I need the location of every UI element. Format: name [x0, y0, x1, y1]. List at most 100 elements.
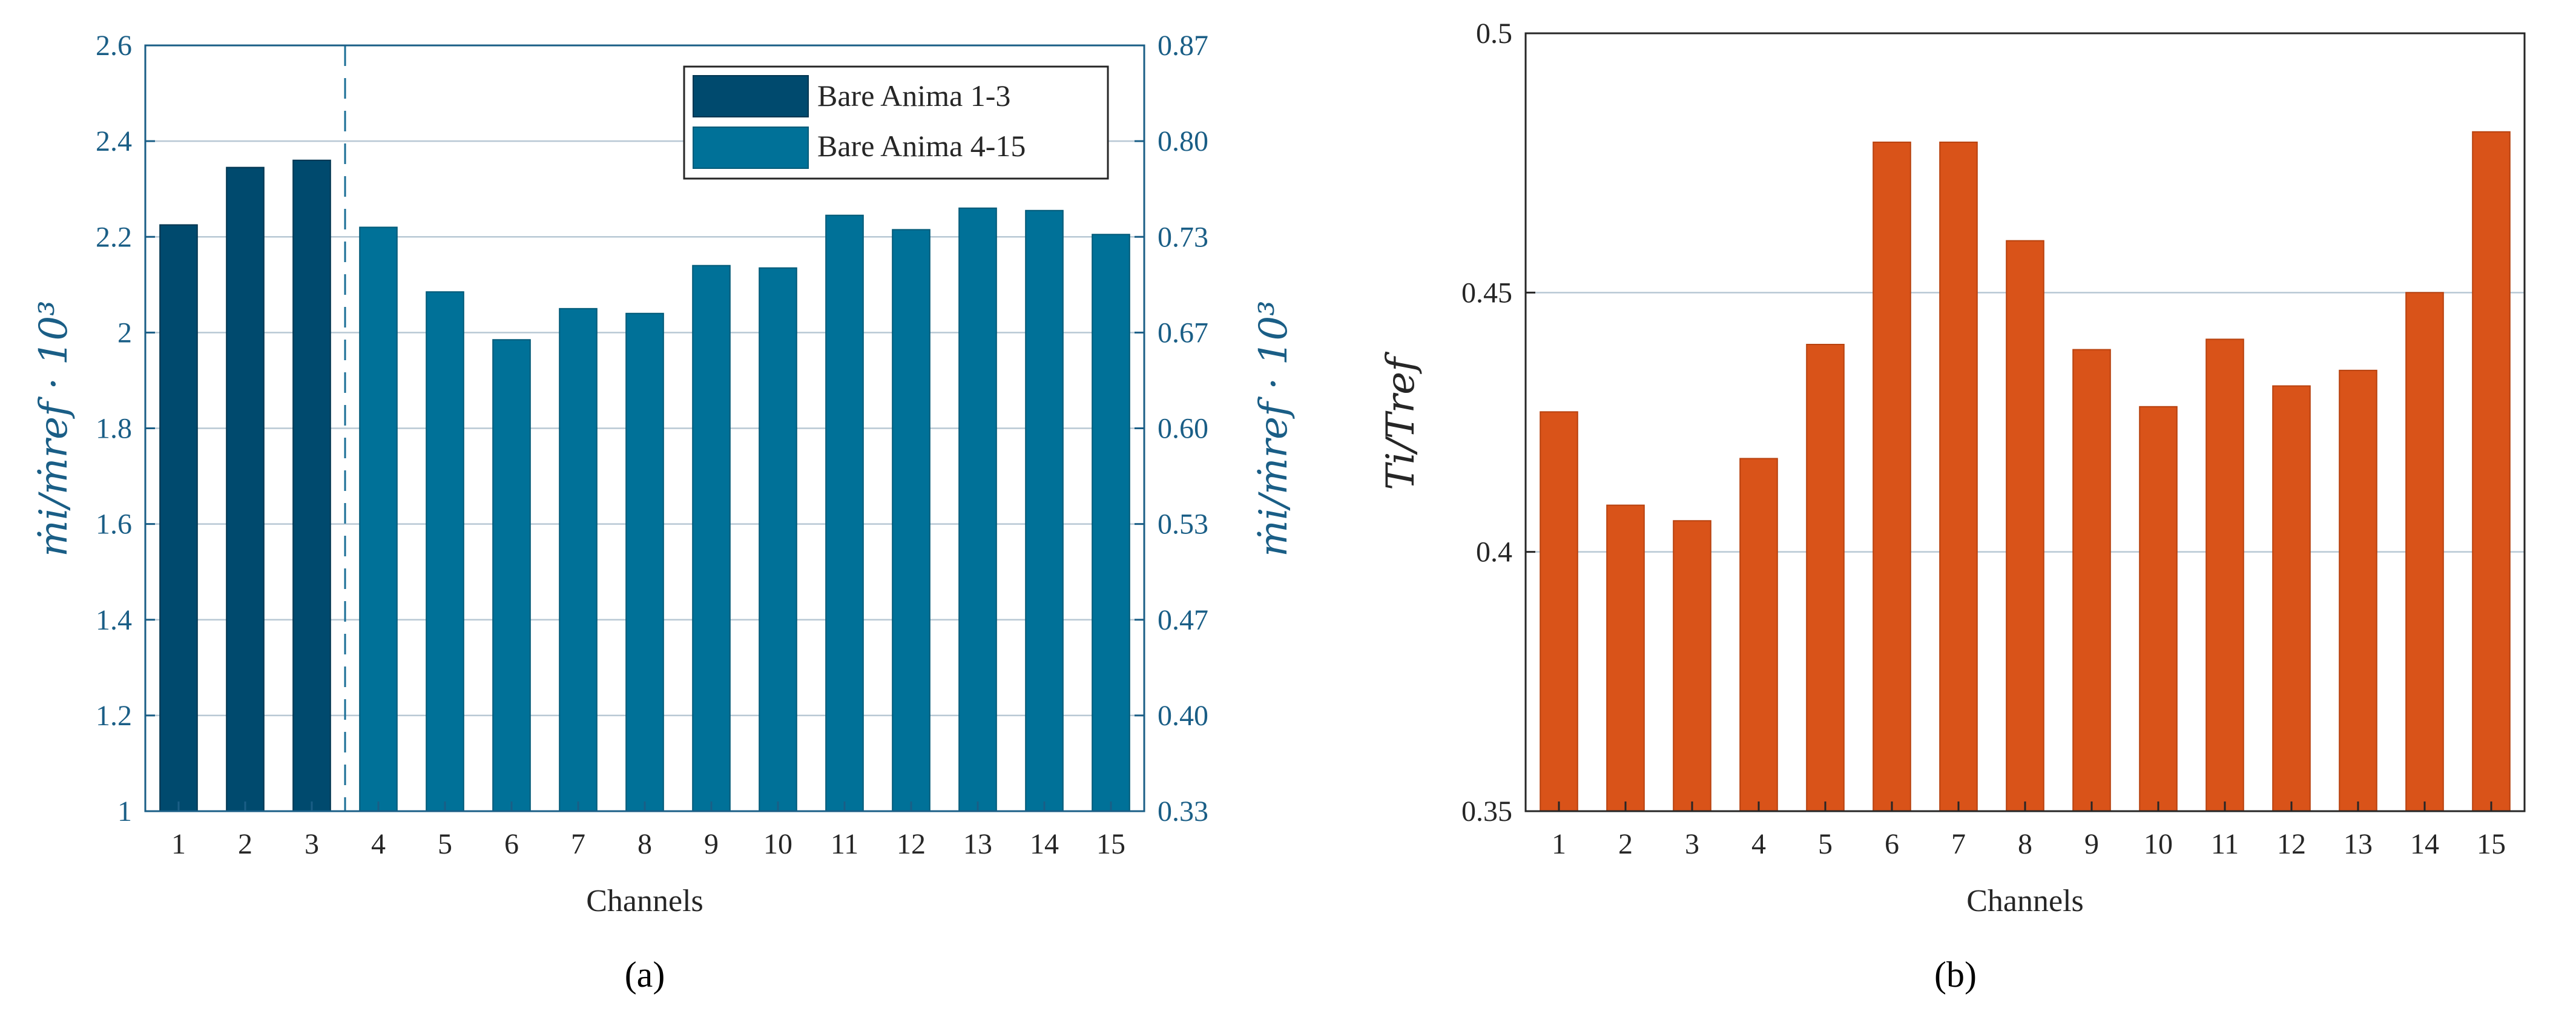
x-tick-label: 5 — [1818, 828, 1833, 860]
x-tick-label: 8 — [637, 828, 652, 860]
x-tick-label: 7 — [571, 828, 585, 860]
bar — [359, 226, 398, 812]
bar — [2339, 369, 2377, 812]
y-tick-label-right: 0.60 — [1158, 413, 1208, 445]
bars-b — [1540, 131, 2511, 812]
x-tick-label: 14 — [1030, 828, 1059, 860]
chart-panel-b: 0.350.40.450.5 1 2 3 4 5 6 7 8 9 10 11 12 13 14 15 Cha… — [1379, 18, 2526, 995]
legend-swatch-1 — [693, 75, 809, 117]
chart-panel-a: 1 1.2 1.4 1.6 1.8 2 2.2 2.4 2.6 0.33 0.40 0.47 0.53… — [31, 30, 1296, 995]
x-tick-label: 14 — [2410, 828, 2439, 860]
x-tick-label: 5 — [438, 828, 452, 860]
x-tick-label: 11 — [2211, 828, 2239, 860]
y-tick-label-left: 2.4 — [96, 125, 132, 157]
y-tick-label-left: 2.2 — [96, 221, 132, 253]
legend-a: Bare Anima 1-3 Bare Anima 4-15 — [683, 65, 1109, 180]
x-tick-label: 1 — [1552, 828, 1566, 860]
x-tick-label: 15 — [1096, 828, 1125, 860]
panel-caption-b: (b) — [1934, 955, 1977, 995]
bar — [2072, 349, 2111, 812]
bars-a — [159, 159, 1130, 812]
bar — [1873, 141, 1911, 812]
x-tick-label: 4 — [1751, 828, 1766, 860]
y-axis-label-right-a: ṁi/ṁref · 10³ — [1251, 300, 1296, 557]
y-tick-label-right: 0.33 — [1158, 795, 1208, 828]
y-tick-label-left: 1.4 — [96, 604, 132, 636]
x-tick-label: 15 — [2477, 828, 2506, 860]
bar — [159, 224, 198, 812]
y-tick-label-right: 0.40 — [1158, 700, 1208, 732]
y-tick-label-left: 2 — [117, 317, 132, 349]
y-tick-label: 0.4 — [1476, 536, 1512, 568]
y-tick-label-left: 1.8 — [96, 413, 132, 445]
y-tick-label-left: 1.6 — [96, 508, 132, 541]
bar — [1092, 234, 1130, 812]
y-tick-label-right: 0.80 — [1158, 125, 1208, 157]
x-tick-label: 4 — [371, 828, 386, 860]
x-tick-label: 6 — [504, 828, 519, 860]
bar — [1673, 520, 1711, 812]
bar — [559, 308, 598, 812]
y-tick-label-right: 0.67 — [1158, 317, 1208, 349]
bar — [2472, 131, 2511, 812]
bar — [1939, 141, 1978, 812]
legend-label-2: Bare Anima 4-15 — [817, 129, 1026, 163]
x-tick-label: 2 — [238, 828, 252, 860]
bar — [2405, 292, 2444, 812]
bar — [825, 214, 864, 812]
bar — [2139, 406, 2178, 812]
y-ticks-right-a: 0.33 0.40 0.47 0.53 0.60 0.67 0.73 0.80 0.87 — [1135, 30, 1208, 828]
y-axis-label-left-a: ṁi/ṁref · 10³ — [31, 300, 76, 557]
y-tick-label-right: 0.53 — [1158, 508, 1208, 541]
bar — [292, 159, 331, 812]
bar — [625, 312, 664, 812]
x-tick-label: 10 — [763, 828, 792, 860]
bar — [1739, 458, 1778, 812]
y-tick-label: 0.45 — [1461, 277, 1512, 309]
x-tick-label: 9 — [2084, 828, 2099, 860]
y-tick-label-left: 2.6 — [96, 30, 132, 62]
x-tick-label: 3 — [305, 828, 319, 860]
bar — [958, 207, 997, 812]
x-tick-label: 3 — [1685, 828, 1699, 860]
bar — [226, 166, 265, 812]
x-tick-label: 6 — [1885, 828, 1899, 860]
y-tick-label-left: 1 — [117, 795, 132, 828]
x-tick-label: 13 — [2344, 828, 2373, 860]
bar — [492, 339, 531, 812]
y-tick-label-right: 0.47 — [1158, 604, 1208, 636]
bar — [2205, 338, 2244, 812]
x-tick-label: 1 — [171, 828, 186, 860]
y-tick-label: 0.5 — [1476, 18, 1512, 50]
x-axis-label-a: Channels — [586, 884, 703, 918]
x-tick-label: 2 — [1618, 828, 1633, 860]
y-tick-label-right: 0.73 — [1158, 221, 1208, 253]
x-tick-label: 7 — [1951, 828, 1966, 860]
x-tick-label: 9 — [704, 828, 719, 860]
x-tick-label: 8 — [2018, 828, 2032, 860]
bar — [759, 267, 797, 812]
bar — [1025, 209, 1064, 812]
bar — [1806, 344, 1845, 812]
y-ticks-b: 0.35 0.4 0.45 0.5 — [1461, 18, 1535, 828]
bar — [1606, 504, 1645, 812]
legend-swatch-2 — [693, 127, 809, 169]
y-tick-label: 0.35 — [1461, 795, 1512, 828]
x-tick-label: 12 — [897, 828, 926, 860]
x-tick-label: 12 — [2277, 828, 2306, 860]
y-axis-label-b: Ti/Tref — [1379, 351, 1423, 490]
x-ticks-b: 1 2 3 4 5 6 7 8 9 10 11 12 13 14 15 — [1552, 801, 2506, 860]
bar — [1540, 411, 1578, 812]
bar — [426, 291, 464, 812]
panel-caption-a: (a) — [625, 955, 665, 995]
x-tick-label: 11 — [831, 828, 858, 860]
bar — [2272, 385, 2311, 812]
bar — [892, 229, 931, 812]
y-ticks-left-a: 1 1.2 1.4 1.6 1.8 2 2.2 2.4 2.6 — [96, 30, 155, 828]
x-ticks-a: 1 2 3 4 5 6 7 8 9 10 11 12 13 14 15 — [171, 801, 1125, 860]
x-axis-label-b: Channels — [1966, 884, 2084, 918]
legend-label-1: Bare Anima 1-3 — [817, 79, 1010, 113]
y-tick-label-left: 1.2 — [96, 700, 132, 732]
y-tick-label-right: 0.87 — [1158, 30, 1208, 62]
